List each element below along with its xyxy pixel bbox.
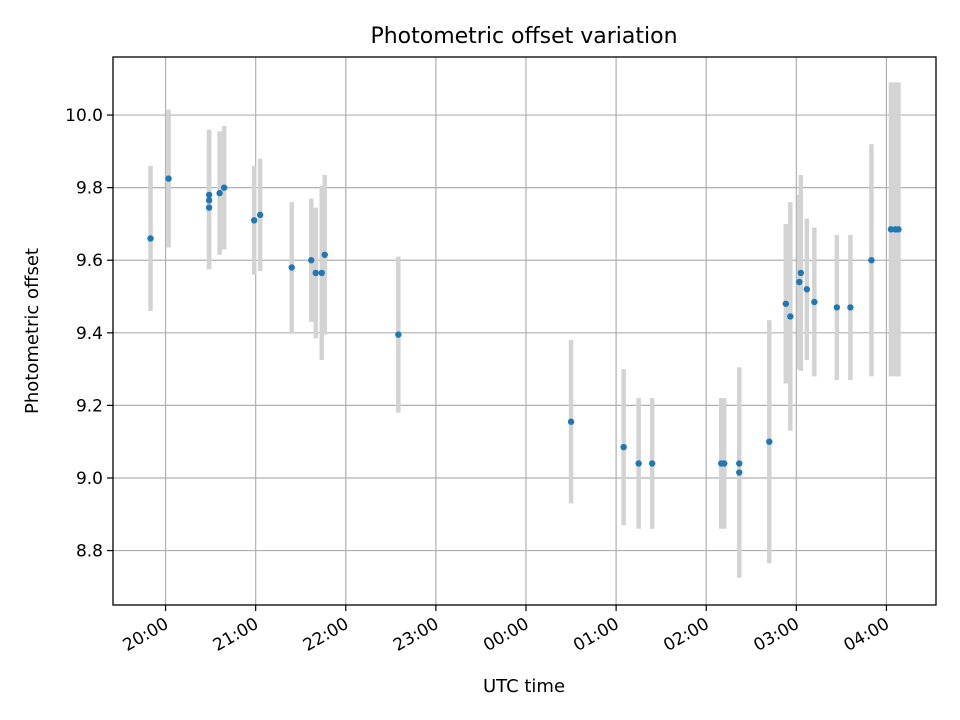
data-point — [797, 269, 805, 277]
data-point — [847, 304, 854, 311]
data-point — [205, 197, 213, 204]
data-point — [147, 235, 154, 242]
data-point — [395, 331, 402, 338]
y-axis-label: Photometric offset — [22, 248, 43, 414]
data-point — [256, 211, 264, 219]
data-point — [766, 438, 773, 445]
x-axis: 20:00 21:00 22:00 23:00 00:00 01:00 02:00 03:00… — [120, 605, 893, 656]
plot-frame — [112, 56, 937, 606]
data-points — [147, 175, 902, 476]
data-point — [833, 304, 841, 311]
data-point — [205, 204, 213, 211]
x-tick-label: 03:00 — [750, 614, 802, 656]
x-tick-label: 20:00 — [120, 614, 172, 656]
x-axis-label: UTC time — [483, 676, 565, 697]
error-bars — [148, 82, 901, 578]
data-point — [165, 175, 172, 182]
chart-title: Photometric offset variation — [370, 24, 677, 49]
x-tick-label: 01:00 — [570, 614, 622, 656]
data-point — [318, 269, 325, 277]
data-point — [736, 460, 743, 467]
y-tick-label: 8.8 — [76, 542, 103, 562]
data-point — [216, 189, 223, 197]
data-point — [895, 226, 902, 233]
x-tick-label: 23:00 — [390, 614, 442, 656]
data-point — [868, 257, 875, 264]
data-point — [887, 226, 895, 233]
data-point — [736, 469, 743, 476]
data-point — [803, 286, 811, 293]
y-tick-label: 10.0 — [65, 106, 103, 126]
y-tick-label: 9.0 — [76, 469, 103, 489]
data-point — [220, 184, 228, 191]
x-tick-label: 00:00 — [480, 614, 532, 656]
data-point — [796, 278, 803, 286]
data-point — [721, 460, 728, 467]
data-point — [787, 313, 794, 320]
data-point — [782, 300, 790, 307]
y-tick-label: 9.4 — [76, 324, 103, 344]
data-point — [312, 269, 319, 277]
x-tick-label: 02:00 — [660, 614, 712, 656]
data-point — [620, 443, 627, 451]
data-point — [567, 418, 575, 425]
y-tick-label: 9.8 — [76, 179, 103, 199]
data-point — [205, 191, 213, 199]
x-tick-label: 04:00 — [841, 614, 893, 656]
data-point — [308, 257, 315, 264]
y-axis: 8.8 9.0 9.2 9.4 9.6 9.8 10.0 — [65, 106, 113, 562]
data-point — [811, 298, 818, 306]
data-point — [321, 251, 328, 258]
x-tick-label: 22:00 — [300, 614, 352, 656]
data-point — [648, 460, 656, 467]
data-point — [635, 460, 642, 467]
y-tick-label: 9.6 — [76, 251, 103, 271]
x-tick-label: 21:00 — [210, 614, 262, 656]
y-tick-label: 9.2 — [76, 396, 103, 416]
data-point — [288, 264, 295, 271]
data-point — [250, 217, 258, 224]
